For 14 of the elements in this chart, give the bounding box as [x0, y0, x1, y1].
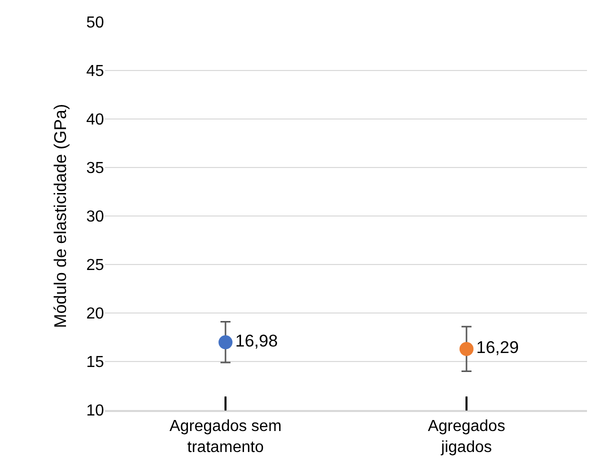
y-tick-label: 15 — [86, 354, 104, 372]
y-tick-label: 20 — [86, 306, 104, 323]
y-tick-label: 40 — [86, 112, 104, 129]
y-axis-title: Módulo de elasticidade (GPa) — [50, 104, 70, 328]
y-tick-label: 10 — [86, 402, 104, 420]
data-label: 16,29 — [476, 338, 519, 358]
y-tick-label: 50 — [86, 14, 104, 32]
y-tick-label: 35 — [86, 160, 104, 178]
y-tick-label: 30 — [86, 208, 104, 226]
x-tick-label: Agregados sem tratamento — [169, 418, 282, 456]
x-tick-label: Agregados jigados — [428, 418, 506, 456]
y-tick-label: 25 — [86, 257, 104, 274]
data-label: 16,98 — [235, 332, 278, 351]
y-tick-label: 45 — [86, 63, 104, 80]
